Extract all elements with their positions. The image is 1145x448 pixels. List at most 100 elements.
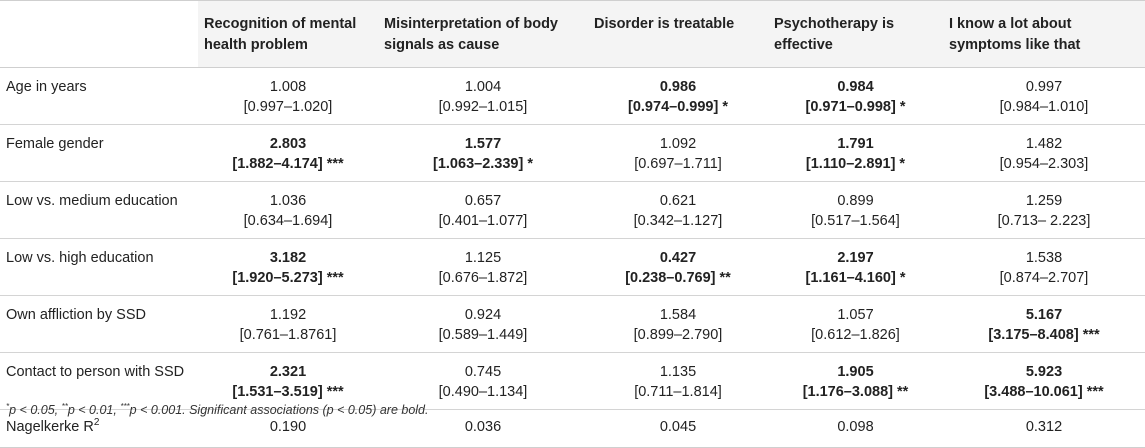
r2-value: 0.312 bbox=[1025, 419, 1063, 435]
table-cell: 1.259 [0.713– 2.223] bbox=[943, 182, 1145, 239]
cell-value: 0.427 bbox=[659, 250, 697, 266]
table-cell: 0.984 [0.971–0.998] * bbox=[768, 68, 943, 125]
table-cell: 1.482 [0.954–2.303] bbox=[943, 125, 1145, 182]
table-cell: 0.924 [0.589–1.449] bbox=[378, 296, 588, 353]
header-psychotherapy: Psychotherapy is effective bbox=[768, 0, 943, 68]
table-cell: 3.182 [1.920–5.273] *** bbox=[198, 239, 378, 296]
row-label: Low vs. medium education bbox=[6, 193, 178, 209]
table-cell: 0.621 [0.342–1.127] bbox=[588, 182, 768, 239]
table-cell: 1.057 [0.612–1.826] bbox=[768, 296, 943, 353]
cell-ci: [0.711–1.814] bbox=[634, 384, 722, 400]
cell-value: 0.745 bbox=[464, 364, 502, 380]
cell-ci: [3.488–10.061] *** bbox=[984, 384, 1104, 400]
row-label: Contact to person with SSD bbox=[6, 364, 185, 380]
table-cell: 1.004 [0.992–1.015] bbox=[378, 68, 588, 125]
cell-ci: [1.176–3.088] ** bbox=[802, 384, 909, 400]
cell-ci: [0.517–1.564] bbox=[811, 213, 900, 229]
table-cell: 0.657 [0.401–1.077] bbox=[378, 182, 588, 239]
cell-value: 5.923 bbox=[1025, 364, 1063, 380]
table-cell: 0.427 [0.238–0.769] ** bbox=[588, 239, 768, 296]
r2-label-sup: 2 bbox=[93, 417, 100, 429]
cell-value: 1.008 bbox=[269, 79, 307, 95]
cell-ci: [0.997–1.020] bbox=[243, 99, 333, 115]
table-cell: 0.745 [0.490–1.134] bbox=[378, 353, 588, 410]
row-label: Age in years bbox=[6, 79, 87, 95]
row-label: Female gender bbox=[6, 136, 104, 152]
cell-ci: [0.992–1.015] bbox=[438, 99, 528, 115]
cell-ci: [0.954–2.303] bbox=[999, 156, 1089, 172]
table-cell: 1.791 [1.110–2.891] * bbox=[768, 125, 943, 182]
cell-ci: [0.238–0.769] ** bbox=[625, 270, 731, 286]
cell-ci: [1.110–2.891] * bbox=[805, 156, 906, 172]
table-cell: 0.997 [0.984–1.010] bbox=[943, 68, 1145, 125]
table-cell: 1.577 [1.063–2.339] * bbox=[378, 125, 588, 182]
cell-ci: [0.612–1.826] bbox=[811, 327, 900, 343]
cell-value: 1.538 bbox=[1025, 250, 1063, 266]
table-row: Low vs. medium education 1.036 [0.634–1.6… bbox=[0, 182, 1145, 239]
footnote-star-2: ** bbox=[61, 401, 68, 411]
row-label: Low vs. high education bbox=[6, 250, 154, 266]
cell-ci: [0.713– 2.223] bbox=[997, 213, 1091, 229]
footnote-part-2: p < 0.01, bbox=[67, 403, 121, 417]
cell-value: 1.791 bbox=[837, 136, 874, 152]
cell-value: 1.004 bbox=[464, 79, 502, 95]
table-cell: 1.135 [0.711–1.814] bbox=[588, 353, 768, 410]
cell-value: 2.321 bbox=[269, 364, 307, 380]
cell-value: 1.192 bbox=[269, 307, 307, 323]
row-label: Own affliction by SSD bbox=[6, 307, 146, 323]
cell-ci: [0.899–2.790] bbox=[633, 327, 723, 343]
cell-value: 0.997 bbox=[1025, 79, 1063, 95]
footnote-star-1: * bbox=[6, 401, 10, 411]
table-cell: 1.092 [0.697–1.711] bbox=[588, 125, 768, 182]
table-cell: 1.125 [0.676–1.872] bbox=[378, 239, 588, 296]
cell-ci: [1.531–3.519] *** bbox=[232, 384, 344, 400]
cell-ci: [0.676–1.872] bbox=[438, 270, 528, 286]
table-cell: 2.803 [1.882–4.174] *** bbox=[198, 125, 378, 182]
table-cell: 1.538 [0.874–2.707] bbox=[943, 239, 1145, 296]
header-treatable: Disorder is treatable bbox=[588, 0, 768, 68]
r2-value: 0.098 bbox=[837, 419, 874, 435]
cell-value: 0.621 bbox=[659, 193, 697, 209]
cell-value: 1.057 bbox=[837, 307, 874, 323]
cell-value: 1.482 bbox=[1025, 136, 1063, 152]
cell-ci: [0.874–2.707] bbox=[999, 270, 1089, 286]
table-header: Recognition of mental health problem Mis… bbox=[0, 0, 1145, 68]
cell-ci: [0.971–0.998] * bbox=[805, 99, 906, 115]
table-row: Low vs. high education 3.182 [1.920–5.273… bbox=[0, 239, 1145, 296]
table-cell: 2.197 [1.161–4.160] * bbox=[768, 239, 943, 296]
cell-ci: [1.882–4.174] *** bbox=[232, 156, 344, 172]
cell-value: 1.036 bbox=[269, 193, 307, 209]
table-cell: 1.905 [1.176–3.088] ** bbox=[768, 353, 943, 410]
header-knowledge: I know a lot about symptoms like that bbox=[943, 0, 1145, 68]
table-cell: 0.899 [0.517–1.564] bbox=[768, 182, 943, 239]
table-cell: 5.923 [3.488–10.061] *** bbox=[943, 353, 1145, 410]
cell-value: 1.125 bbox=[464, 250, 502, 266]
cell-ci: [0.974–0.999] * bbox=[628, 99, 728, 115]
header-recognition: Recognition of mental health problem bbox=[198, 0, 378, 68]
table-row: Age in years 1.008 [0.997–1.020] 1.004 [0.… bbox=[0, 68, 1145, 125]
cell-value: 2.197 bbox=[837, 250, 874, 266]
table-cell: 1.584 [0.899–2.790] bbox=[588, 296, 768, 353]
cell-value: 1.259 bbox=[1025, 193, 1063, 209]
table-row: Contact to person with SSD 2.321 [1.531–3… bbox=[0, 353, 1145, 410]
cell-value: 1.584 bbox=[659, 307, 697, 323]
cell-ci: [0.984–1.010] bbox=[999, 99, 1089, 115]
cell-ci: [0.401–1.077] bbox=[438, 213, 528, 229]
table-cell: 1.192 [0.761–1.8761] bbox=[198, 296, 378, 353]
cell-value: 1.577 bbox=[464, 136, 502, 152]
table-cell: 1.008 [0.997–1.020] bbox=[198, 68, 378, 125]
cell-ci: [1.161–4.160] * bbox=[805, 270, 906, 286]
cell-ci: [0.342–1.127] bbox=[633, 213, 723, 229]
table-cell: 5.167 [3.175–8.408] *** bbox=[943, 296, 1145, 353]
cell-value: 0.924 bbox=[464, 307, 502, 323]
table-body: Age in years 1.008 [0.997–1.020] 1.004 [0.… bbox=[0, 68, 1145, 448]
cell-value: 3.182 bbox=[269, 250, 307, 266]
header-misinterpretation: Misinterpretation of body signals as cau… bbox=[378, 0, 588, 68]
cell-value: 5.167 bbox=[1025, 307, 1063, 323]
cell-ci: [0.589–1.449] bbox=[438, 327, 528, 343]
cell-ci: [1.920–5.273] *** bbox=[232, 270, 344, 286]
cell-ci: [0.761–1.8761] bbox=[239, 327, 337, 343]
table-cell: 0.986 [0.974–0.999] * bbox=[588, 68, 768, 125]
cell-value: 1.905 bbox=[837, 364, 874, 380]
